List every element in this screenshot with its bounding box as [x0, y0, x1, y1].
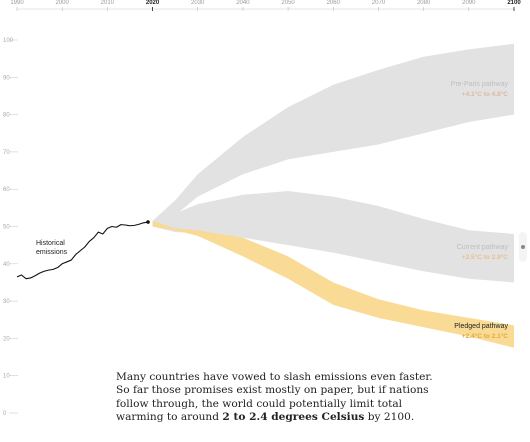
historical-series: Historical emissions	[16, 220, 150, 280]
pledged-pathway-label: Pledged pathway	[454, 323, 508, 330]
pathway-labels: Pre-Paris pathway +4.1°C to 4.8°C Current …	[451, 81, 509, 340]
y-tick-label-10: 10	[3, 374, 10, 380]
current-pathway-label: Current pathway	[457, 244, 509, 251]
y-tick-label-40: 40	[3, 262, 10, 268]
x-tick-label-2090: 2090	[462, 0, 476, 6]
x-tick-label-2000: 2000	[56, 0, 70, 6]
x-tick-label-1990: 1990	[10, 0, 24, 6]
y-tick-label-70: 70	[3, 150, 10, 156]
historical-endpoint-dot	[146, 220, 150, 224]
x-tick-label-2060: 2060	[327, 0, 341, 6]
x-tick-label-2040: 2040	[236, 0, 250, 6]
caption-text-start: Many countries have vowed to slash emiss…	[116, 371, 433, 424]
x-tick-label-2030: 2030	[191, 0, 205, 6]
y-tick-label-20: 20	[3, 336, 10, 342]
x-tick-label-2070: 2070	[372, 0, 386, 6]
y-gridlines	[9, 39, 18, 414]
y-tick-label-60: 60	[3, 187, 10, 193]
x-tick-label-2080: 2080	[417, 0, 431, 6]
pledged-pathway-band	[152, 220, 515, 348]
y-tick-label-0: 0	[3, 411, 7, 417]
x-tick-label-2010: 2010	[101, 0, 115, 6]
pledged-pathway-range-label: +2.4°C to 2.1°C	[462, 332, 509, 340]
pre-paris-pathway-range-label: +4.1°C to 4.8°C	[462, 90, 509, 98]
pre-paris-pathway-label: Pre-Paris pathway	[451, 81, 509, 88]
y-tick-label-80: 80	[3, 113, 10, 119]
historical-line	[16, 221, 149, 280]
caption-paragraph: Many countries have vowed to slash emiss…	[116, 371, 446, 425]
y-tick-label-50: 50	[3, 225, 10, 231]
pre-paris-pathway-band	[152, 43, 515, 227]
caption-text-bold: 2 to 2.4 degrees Celsius	[222, 411, 365, 424]
pathway-bands	[152, 43, 515, 348]
y-tick-label-90: 90	[3, 75, 10, 81]
y-tick-label-30: 30	[3, 299, 10, 305]
caption-text-end: by 2100.	[364, 411, 415, 424]
historical-label-line-1: Historical	[36, 240, 65, 247]
historical-label-line-2: emissions	[36, 249, 68, 256]
y-axis: 0 10 20 30 40 50 60 70 80 90 100	[3, 38, 14, 417]
current-pathway-band	[152, 191, 515, 283]
current-pathway-range-label: +2.5°C to 2.9°C	[462, 253, 509, 261]
x-tick-label-2100: 2100	[507, 0, 521, 6]
x-tick-label-2050: 2050	[281, 0, 295, 6]
x-tick-label-2020: 2020	[146, 0, 160, 6]
y-tick-label-100: 100	[3, 38, 14, 44]
scroll-indicator-dot[interactable]	[521, 245, 525, 249]
x-axis: 1990 2000 2010 2020 2030 2040 2050 2060 2070 2080…	[10, 0, 521, 11]
